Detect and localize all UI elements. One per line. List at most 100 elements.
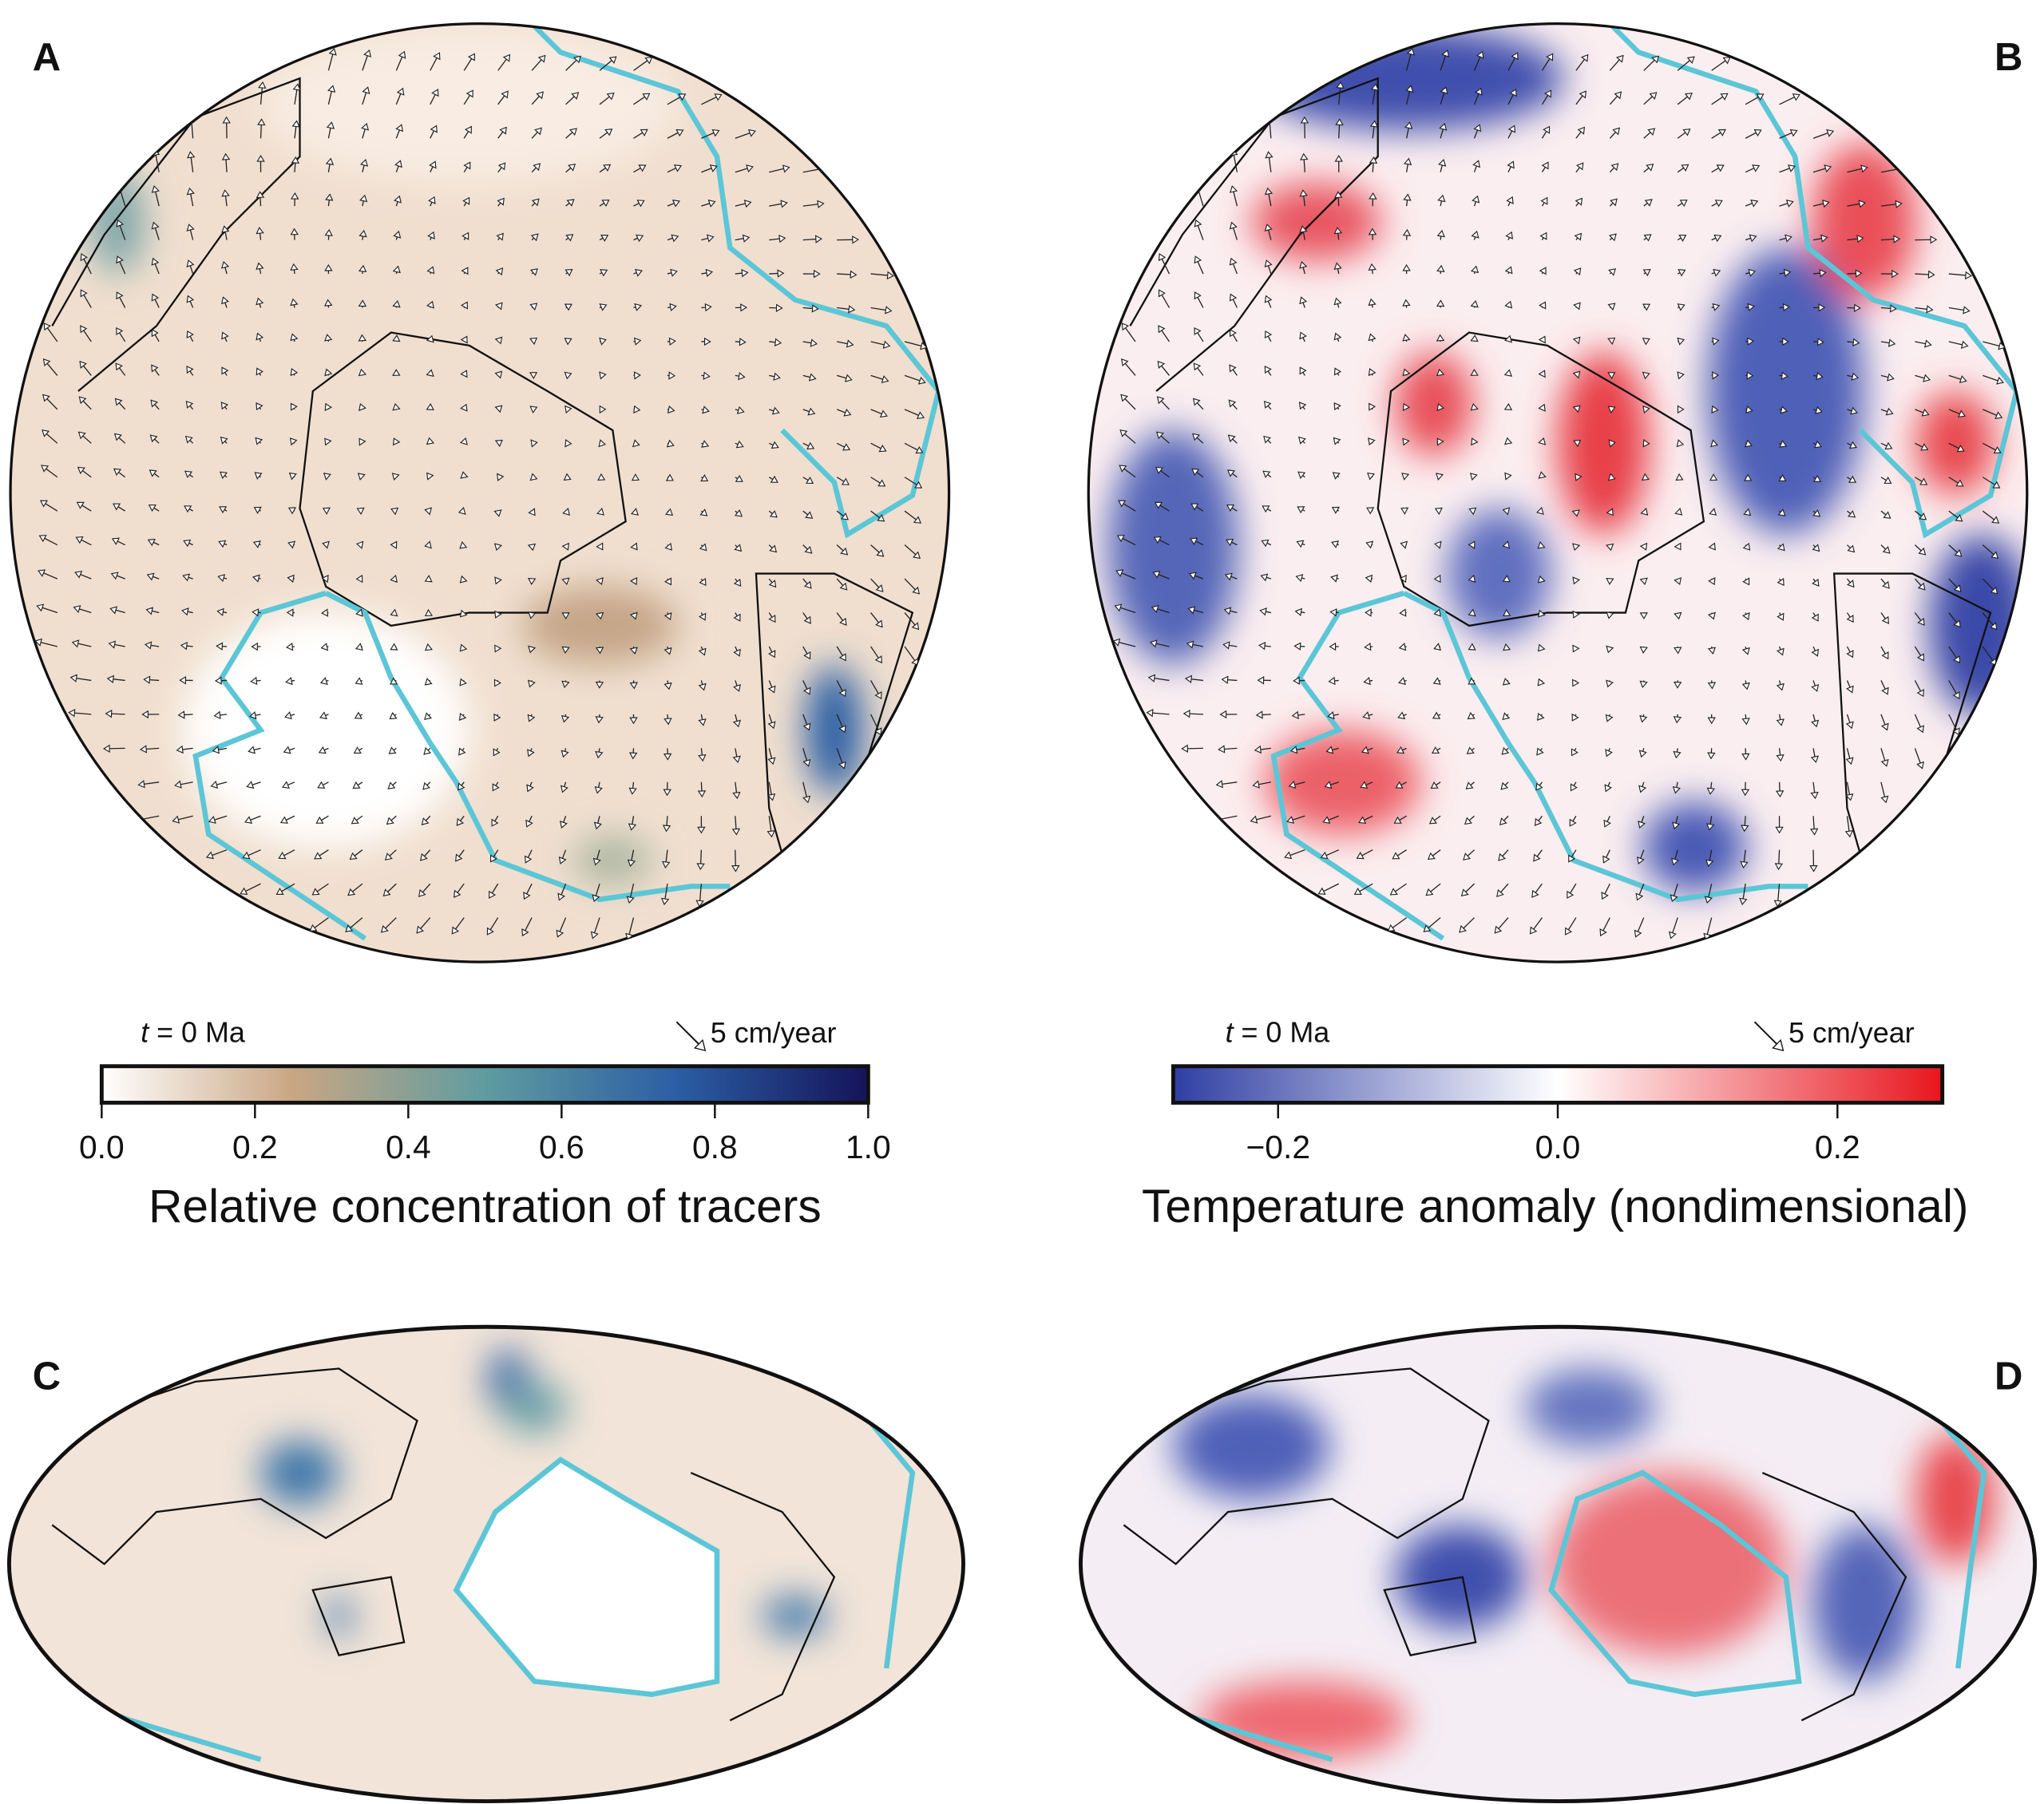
arrow-head [1810, 755, 1820, 764]
arrow-head [1810, 791, 1819, 800]
arrow-head [1503, 608, 1511, 617]
arrow-head [1433, 574, 1441, 584]
arrow-head [181, 607, 189, 616]
arrow-head [1813, 440, 1822, 449]
arrow-head [874, 690, 882, 700]
arrow-head [1959, 375, 1967, 384]
arrow-head [882, 340, 891, 349]
arrow-head [664, 542, 672, 551]
arrow-head [1158, 325, 1166, 334]
arrow-head [1916, 653, 1925, 662]
arrow-head [1263, 435, 1271, 444]
arrow-head [1112, 638, 1121, 647]
arrow-head [1675, 473, 1684, 481]
arrow-head [596, 577, 604, 586]
arrow-head [1639, 646, 1648, 654]
arrow-head [186, 366, 194, 374]
arrow-head [221, 189, 230, 197]
arrow-head [1745, 405, 1753, 414]
arrow-head [392, 334, 401, 342]
arrow-head [151, 293, 160, 302]
arrow-head [426, 334, 434, 343]
arrow-head [852, 235, 859, 244]
arrow-head [1224, 572, 1233, 581]
arrow-head [1846, 650, 1854, 659]
arrow-head [319, 677, 328, 686]
arrow-head [1674, 542, 1682, 551]
arrow-head [460, 403, 468, 412]
arrow-head [1116, 534, 1125, 543]
arrow-head [1926, 305, 1934, 314]
arrow-head [1990, 586, 1998, 595]
arrow-head [1639, 680, 1648, 689]
arrow-head [1670, 857, 1680, 866]
arrow-head [599, 337, 607, 346]
arrow-head [1300, 116, 1309, 124]
arrow-head [1709, 508, 1717, 516]
arrow-head [80, 253, 88, 262]
arrow-head [1812, 508, 1821, 517]
arrow-head [424, 712, 433, 721]
arrow-head [322, 540, 330, 549]
arrow-head [1782, 303, 1790, 312]
arrow-head [1229, 257, 1238, 266]
arrow-head [495, 302, 503, 311]
arrow-head [595, 681, 604, 689]
arrow-head [709, 164, 718, 172]
arrow-head [671, 234, 679, 243]
arrow-head [145, 607, 154, 615]
arrow-head [1713, 268, 1721, 277]
arrow-head [256, 262, 264, 271]
arrow-head [1848, 510, 1856, 518]
arrow-head [393, 230, 402, 239]
arrow-head [42, 358, 51, 367]
arrow-head [1638, 750, 1647, 758]
arrow-head [1291, 710, 1299, 720]
arrow-head [1368, 333, 1377, 342]
arrow-head [151, 364, 159, 373]
arrow-head [1333, 297, 1342, 306]
arrow-head [290, 402, 298, 411]
arrow-head [1634, 929, 1642, 938]
scale-arrow [675, 1021, 703, 1049]
arrow-head [664, 577, 671, 586]
arrow-head [1299, 366, 1307, 375]
arrow-head [1603, 819, 1611, 828]
arrow-head [1677, 337, 1686, 346]
arrow-head [1539, 231, 1547, 240]
arrow-head [324, 299, 333, 307]
arrow-head [1651, 55, 1660, 64]
arrow-head [1792, 93, 1800, 101]
arrow-head [458, 712, 467, 721]
arrow-head [528, 611, 537, 619]
arrow-head [1884, 441, 1893, 450]
arrow-head [530, 439, 538, 448]
arrow-head [77, 466, 85, 475]
arrow-head [1229, 329, 1237, 338]
arrow-head [1608, 268, 1617, 276]
arrow-head [1955, 514, 1963, 522]
arrow-head [1498, 853, 1506, 861]
arrow-head [244, 816, 253, 824]
arrow-head [1529, 926, 1538, 935]
arrow-head [878, 444, 887, 453]
arrow-head [842, 443, 851, 451]
arrow-head [146, 572, 155, 581]
arrow-head [433, 52, 441, 61]
arrow-head [1501, 746, 1510, 755]
arrow-head [324, 263, 333, 271]
arrow-head [780, 200, 788, 208]
arrow-head [701, 440, 710, 448]
arrow-head [1194, 255, 1202, 264]
arrow-head [1775, 826, 1784, 834]
arrow-head [1459, 924, 1467, 933]
arrow-head [1298, 436, 1306, 445]
arrow-head [256, 332, 264, 341]
arrow-head [426, 266, 435, 275]
arrow-head [212, 746, 220, 754]
arrow-head [1293, 642, 1301, 651]
arrow-head [1708, 577, 1716, 586]
arrow-head [1182, 709, 1190, 718]
arrow-head [1436, 264, 1445, 272]
arrow-head [1264, 295, 1273, 303]
